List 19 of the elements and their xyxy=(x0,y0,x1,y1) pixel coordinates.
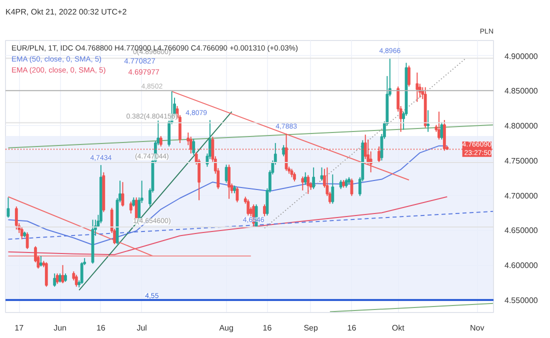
x-tick-label: Sep xyxy=(304,324,319,332)
y-tick-label: 4.650000 xyxy=(504,226,538,236)
x-tick-label: Okt xyxy=(392,324,406,332)
y-tick-label: 4.700000 xyxy=(504,191,538,200)
y-tick-label: 4.750000 xyxy=(504,156,538,166)
x-tick-label: Jun xyxy=(54,324,66,332)
x-tick-label: Nov xyxy=(470,324,484,332)
y-tick-label: 4.600000 xyxy=(504,261,538,270)
chart-title: K4PR, Okt 21, 2022 00:32 UTC+2 xyxy=(6,8,128,16)
y-tick-label: 4.850000 xyxy=(504,86,538,96)
x-tick-label: 17 xyxy=(14,324,24,332)
x-tick-label: 16 xyxy=(96,324,106,332)
y-tick-label: 4.900000 xyxy=(504,52,538,61)
x-tick-label: Aug xyxy=(219,324,234,332)
y-tick-label: 4.800000 xyxy=(504,122,538,131)
x-tick-label: 16 xyxy=(262,324,272,332)
y-tick-label: 4.550000 xyxy=(504,296,538,305)
x-tick-label: Jul xyxy=(136,324,148,332)
x-tick-label: 16 xyxy=(347,324,357,332)
